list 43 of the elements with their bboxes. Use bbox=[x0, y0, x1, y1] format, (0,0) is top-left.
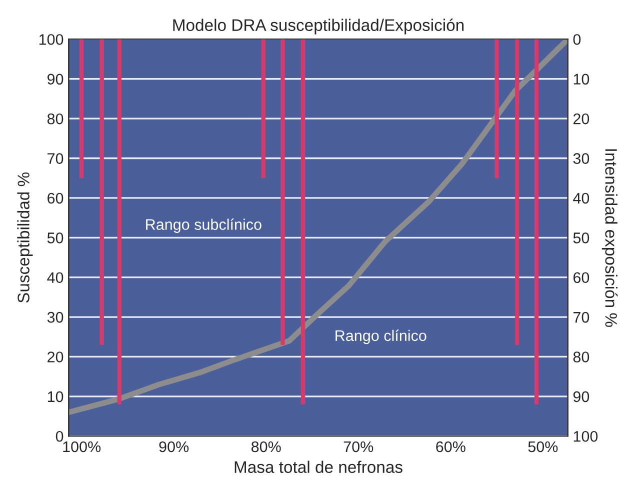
bar bbox=[261, 39, 266, 178]
y2-tick-label: 30 bbox=[573, 153, 590, 164]
y-tick-label: 0 bbox=[56, 430, 64, 442]
y-tick-label: 30 bbox=[47, 312, 64, 323]
y2-axis-title: Intensidad exposición % bbox=[602, 149, 618, 327]
x-tick-label: 80% bbox=[251, 441, 281, 452]
y-tick-label: 60 bbox=[48, 192, 64, 204]
bar bbox=[534, 39, 539, 404]
y2-tick-label: 60 bbox=[573, 272, 590, 284]
y2-tick-label: 90 bbox=[573, 391, 590, 402]
x-axis-title: Masa total de nefronas bbox=[234, 460, 402, 473]
y2-tick-label: 10 bbox=[574, 74, 590, 85]
x-tick-label: 70% bbox=[344, 441, 374, 452]
y2-tick-label: 0 bbox=[573, 34, 581, 45]
y2-tick-label: 80 bbox=[573, 352, 590, 362]
bar bbox=[117, 39, 122, 404]
annotation: Rango clínico bbox=[336, 330, 426, 344]
y2-tick-label: 50 bbox=[573, 232, 590, 244]
y2-tick-label: 70 bbox=[573, 312, 590, 323]
bar bbox=[494, 39, 499, 178]
bar bbox=[100, 39, 104, 345]
y-tick-label: 40 bbox=[47, 272, 64, 284]
bar bbox=[300, 39, 306, 404]
y-tick-label: 80 bbox=[47, 113, 64, 124]
y-axis-title: Susceptibilidad % bbox=[17, 172, 33, 303]
bar bbox=[515, 39, 520, 345]
x-tick-label: 60% bbox=[436, 441, 466, 452]
bar bbox=[79, 39, 84, 178]
y-tick-label: 20 bbox=[48, 352, 64, 362]
x-tick-label: 50% bbox=[528, 441, 558, 452]
y-tick-label: 90 bbox=[48, 74, 64, 85]
y-tick-label: 50 bbox=[47, 232, 64, 244]
y-tick-label: 100 bbox=[39, 34, 64, 45]
y2-tick-label: 40 bbox=[573, 192, 590, 204]
chart-title: Modelo DRA susceptibilidad/Exposición bbox=[173, 18, 464, 34]
bar bbox=[280, 39, 285, 345]
annotation: Rango subclínico bbox=[146, 218, 262, 233]
x-tick-label: 100% bbox=[63, 441, 101, 452]
y-tick-label: 10 bbox=[48, 391, 64, 402]
y2-tick-label: 100 bbox=[574, 430, 598, 442]
x-tick-label: 90% bbox=[159, 441, 189, 452]
y-tick-label: 70 bbox=[48, 153, 64, 164]
y2-tick-label: 20 bbox=[573, 113, 590, 124]
